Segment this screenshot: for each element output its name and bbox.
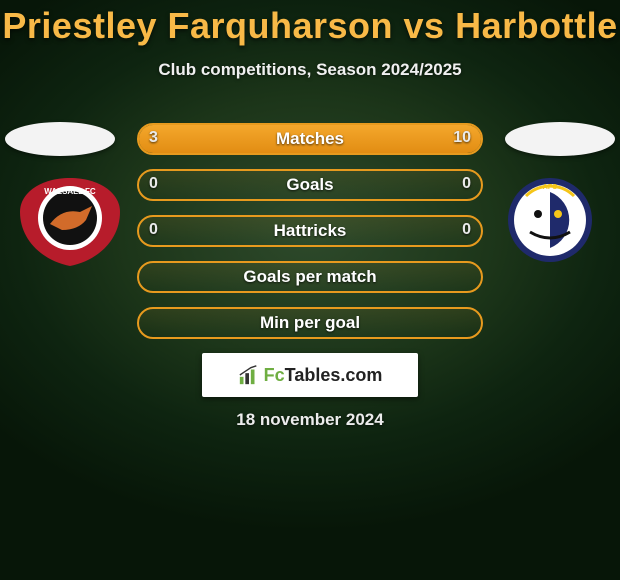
page-title: Priestley Farquharson vs Harbottle <box>0 0 620 46</box>
stat-label: Goals <box>139 175 481 195</box>
stat-bars: 310Matches 00Goals 00Hattricks Goals per ma… <box>137 123 483 353</box>
svg-text:WALSALL FC: WALSALL FC <box>44 187 96 196</box>
stat-label: Hattricks <box>139 221 481 241</box>
date-stamp: 18 november 2024 <box>0 410 620 430</box>
site-prefix: Fc <box>264 365 285 385</box>
svg-text:AFC: AFC <box>543 184 557 191</box>
subtitle: Club competitions, Season 2024/2025 <box>0 60 620 80</box>
club-badge-left: WALSALL FC <box>20 178 120 266</box>
site-tld: .com <box>340 365 382 385</box>
stat-bar: 310Matches <box>137 123 483 155</box>
stat-bar: Min per goal <box>137 307 483 339</box>
site-suffix: Tables <box>285 365 341 385</box>
country-ellipse-right <box>505 122 615 156</box>
stat-label: Matches <box>139 129 481 149</box>
stat-label: Goals per match <box>139 267 481 287</box>
club-badge-right: AFC <box>500 178 600 266</box>
country-ellipse-left <box>5 122 115 156</box>
site-tag: FcTables.com <box>202 353 418 397</box>
stat-bar: 00Goals <box>137 169 483 201</box>
stat-bar: 00Hattricks <box>137 215 483 247</box>
bar-chart-icon <box>238 364 260 386</box>
stat-label: Min per goal <box>139 313 481 333</box>
stat-bar: Goals per match <box>137 261 483 293</box>
